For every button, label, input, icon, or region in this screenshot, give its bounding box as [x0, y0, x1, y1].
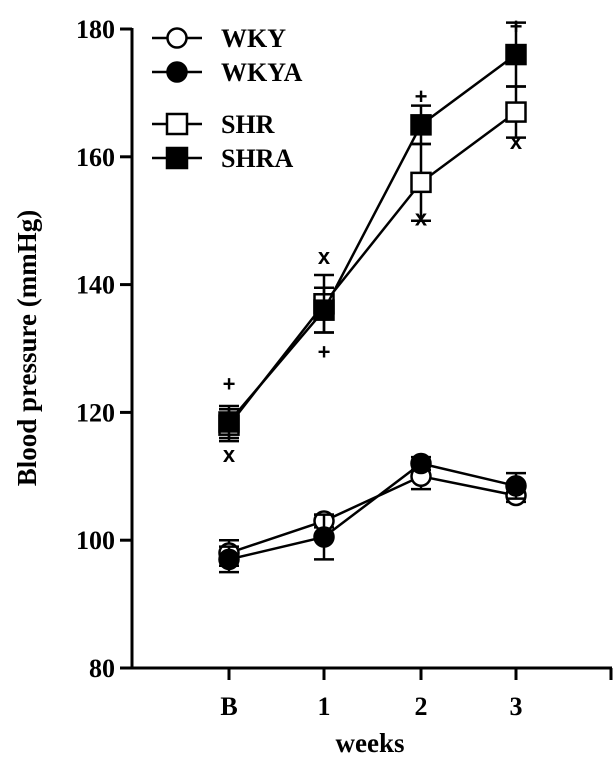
y-axis-label: Blood pressure (mmHg)	[12, 210, 42, 487]
series-line	[228, 53, 517, 423]
y-tick-label: 80	[89, 654, 115, 683]
data-point	[313, 526, 335, 548]
legend-label: WKYA	[221, 58, 303, 87]
legend-item-wky: WKY	[152, 24, 286, 53]
data-point	[410, 171, 432, 194]
y-tick-label: 100	[76, 526, 115, 555]
series-line	[228, 462, 517, 561]
legend-item-shr: SHR	[152, 110, 275, 139]
series-line	[228, 474, 517, 555]
series-shr	[218, 85, 527, 443]
legend-item-wkya: WKYA	[152, 58, 303, 87]
significance-mark: x	[415, 206, 428, 231]
legend-label: SHRA	[221, 144, 293, 173]
series-shra	[218, 21, 527, 440]
data-point	[218, 548, 240, 571]
legend-marker	[166, 27, 188, 49]
significance-mark: +	[223, 372, 236, 397]
significance-mark: x	[510, 129, 523, 154]
data-point	[505, 43, 527, 66]
y-tick-label: 120	[76, 398, 115, 427]
data-point	[505, 475, 527, 497]
x-tick-label: 2	[415, 692, 428, 721]
legend-label: SHR	[221, 110, 275, 139]
data-point	[410, 452, 432, 475]
data-point	[313, 299, 335, 321]
x-tick-label: 1	[318, 692, 331, 721]
significance-mark: +	[318, 340, 331, 365]
legend-marker	[166, 61, 188, 83]
significance-mark: +	[415, 84, 428, 109]
annotations: + x x + + x + x	[223, 14, 523, 467]
significance-mark: x	[223, 442, 236, 467]
legend-label: WKY	[221, 24, 286, 53]
y-tick-label: 160	[76, 143, 115, 172]
significance-mark: +	[510, 14, 523, 39]
x-axis-label: weeks	[336, 728, 405, 758]
y-tick-label: 180	[76, 15, 115, 44]
series-wkya	[218, 452, 527, 574]
data-point	[218, 411, 240, 433]
x-tick-label: B	[220, 692, 237, 721]
axes: 80 100 120 140 160 180 B 1 2 3	[76, 15, 613, 721]
data-point	[410, 114, 432, 136]
y-tick-label: 140	[76, 271, 115, 300]
legend: WKY WKYA SHR SHRA	[152, 24, 303, 173]
legend-marker	[165, 146, 189, 170]
x-tick-label: 3	[510, 692, 523, 721]
series-layer	[218, 21, 527, 574]
legend-marker	[165, 112, 189, 136]
legend-item-shra: SHRA	[152, 144, 293, 173]
significance-mark: x	[318, 244, 331, 269]
data-point	[505, 101, 527, 123]
